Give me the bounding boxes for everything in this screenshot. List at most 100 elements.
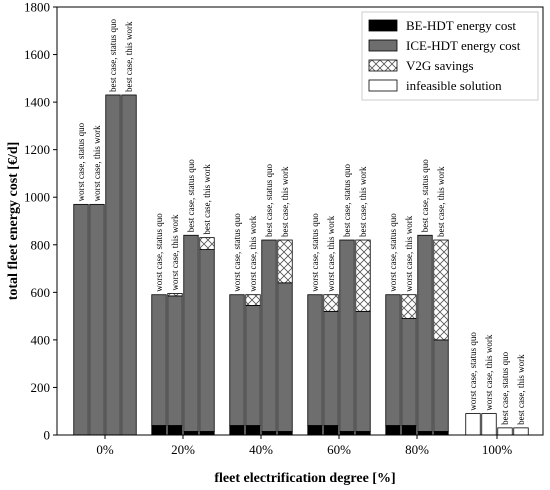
- bar-segment-v2g: [199, 237, 215, 250]
- x-tick-label: 20%: [171, 442, 195, 457]
- bar-scenario-label: best case, this work: [358, 166, 368, 237]
- y-axis-label: total fleet energy cost [€/d]: [6, 142, 21, 301]
- bar-segment-be: [339, 431, 355, 436]
- bar-segment-be: [167, 425, 183, 436]
- y-tick-label: 1000: [24, 190, 50, 205]
- bar-segment-infeasible: [481, 413, 497, 436]
- legend-swatch-be: [368, 19, 398, 32]
- bar-scenario-label: worst case, this work: [326, 215, 336, 291]
- bar-scenario-label: best case, this work: [280, 166, 290, 237]
- x-tick-label: 60%: [327, 442, 351, 457]
- bar-scenario-label: best case, this work: [516, 354, 526, 425]
- legend-label-ice: ICE-HDT energy cost: [406, 38, 521, 53]
- bar-segment-ice: [245, 305, 261, 426]
- bar-segment-be: [323, 425, 339, 436]
- y-tick-label: 1200: [24, 142, 50, 157]
- bar-scenario-label: best case, status quo: [264, 164, 274, 237]
- bar-segment-ice: [261, 239, 277, 432]
- bar-segment-ice: [121, 94, 137, 436]
- bar-segment-be: [401, 425, 417, 436]
- axes-layer: 0 200 400 600 800 1000 1200 1400 1600 1800 0% 20% 40…: [24, 0, 544, 457]
- y-tick-label: 600: [31, 285, 51, 300]
- legend-swatch-v2g: [368, 59, 398, 72]
- bar-segment-ice: [151, 294, 167, 426]
- bar-segment-ice: [89, 203, 105, 436]
- bar-scenario-label: best case, this work: [436, 166, 446, 237]
- bar-scenario-label: worst case, status quo: [154, 213, 164, 292]
- bar-segment-be: [229, 425, 245, 436]
- bar-segment-v2g: [277, 239, 293, 284]
- bar-segment-be: [183, 431, 199, 436]
- bar-segment-be: [433, 431, 449, 436]
- bar-segment-ice: [401, 318, 417, 426]
- bar-segment-v2g: [167, 293, 183, 297]
- bar-scenario-label: best case, this work: [124, 21, 134, 92]
- x-tick-label: 0%: [96, 442, 114, 457]
- bar-segment-infeasible: [465, 413, 481, 436]
- bar-segment-be: [307, 425, 323, 436]
- y-tick-label: 0: [44, 428, 51, 443]
- y-tick-label: 1800: [24, 0, 50, 15]
- y-tick-label: 1600: [24, 47, 50, 62]
- legend-label-be: BE-HDT energy cost: [406, 18, 516, 33]
- bar-segment-v2g: [355, 239, 371, 312]
- bar-scenario-label: worst case, this work: [248, 215, 258, 291]
- bar-segment-be: [151, 425, 167, 436]
- bars-layer: [73, 94, 529, 436]
- x-tick-label: 100%: [482, 442, 513, 457]
- bar-segment-be: [261, 431, 277, 436]
- bar-scenario-label: best case, status quo: [108, 18, 118, 91]
- y-tick-label: 400: [31, 332, 51, 347]
- bar-scenario-label: best case, status quo: [342, 164, 352, 237]
- bar-segment-ice: [199, 249, 215, 432]
- bar-scenario-label: worst case, status quo: [76, 122, 86, 201]
- bar-segment-ice: [277, 282, 293, 432]
- bar-segment-be: [355, 431, 371, 436]
- legend-swatch-infeasible: [368, 79, 398, 92]
- y-tick-label: 800: [31, 237, 51, 252]
- bar-segment-infeasible: [513, 427, 529, 436]
- bar-scenario-label: worst case, this work: [92, 125, 102, 201]
- bar-segment-ice: [183, 234, 199, 432]
- bar-scenario-label: worst case, status quo: [388, 213, 398, 292]
- x-axis-label: fleet electrification degree [%]: [214, 471, 395, 486]
- bar-labels-layer: worst case, status quo worst case, this w…: [76, 18, 526, 424]
- x-tick-label: 80%: [405, 442, 429, 457]
- legend-swatch-ice: [368, 39, 398, 52]
- bar-segment-ice: [105, 94, 121, 436]
- bar-scenario-label: worst case, this work: [404, 215, 414, 291]
- bar-segment-ice: [73, 203, 89, 436]
- bar-scenario-label: worst case, status quo: [232, 213, 242, 292]
- bar-segment-v2g: [323, 294, 339, 312]
- bar-segment-ice: [323, 310, 339, 426]
- bar-segment-ice: [229, 294, 245, 426]
- bar-scenario-label: best case, this work: [202, 164, 212, 235]
- bar-segment-ice: [307, 294, 323, 426]
- bar-segment-be: [277, 431, 293, 436]
- bar-scenario-label: best case, status quo: [420, 159, 430, 232]
- bar-segment-ice: [167, 295, 183, 426]
- bar-scenario-label: worst case, status quo: [468, 332, 478, 411]
- bar-segment-be: [199, 431, 215, 436]
- plot-frame: [56, 6, 544, 436]
- bar-segment-v2g: [433, 239, 449, 341]
- bar-segment-ice: [417, 234, 433, 432]
- bar-segment-ice: [433, 339, 449, 432]
- legend: BE-HDT energy cost ICE-HDT energy cost V2G…: [361, 11, 539, 101]
- legend-label-infeasible: infeasible solution: [406, 78, 502, 93]
- bar-scenario-label: best case, status quo: [186, 159, 196, 232]
- bar-segment-be: [245, 425, 261, 436]
- y-tick-label: 200: [31, 380, 51, 395]
- bar-scenario-label: worst case, status quo: [310, 213, 320, 292]
- bar-segment-be: [385, 425, 401, 436]
- bar-segment-ice: [385, 294, 401, 426]
- bar-segment-ice: [355, 310, 371, 432]
- legend-label-v2g: V2G savings: [406, 58, 474, 73]
- bar-segment-v2g: [245, 294, 261, 306]
- bar-scenario-label: worst case, this work: [484, 334, 494, 410]
- bar-scenario-label: best case, status quo: [500, 351, 510, 424]
- bar-segment-be: [417, 431, 433, 436]
- bar-segment-infeasible: [497, 427, 513, 436]
- bar-scenario-label: worst case, this work: [170, 214, 180, 290]
